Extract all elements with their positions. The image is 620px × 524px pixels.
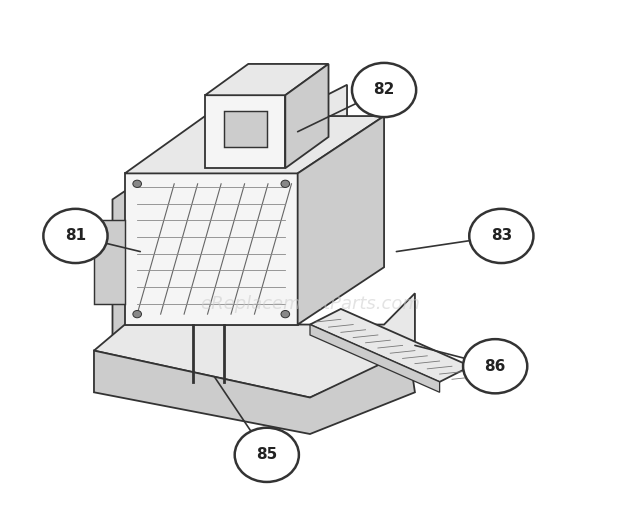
Circle shape xyxy=(43,209,107,263)
Text: 85: 85 xyxy=(256,447,277,462)
Circle shape xyxy=(133,311,141,318)
Text: 82: 82 xyxy=(373,82,395,97)
Circle shape xyxy=(235,428,299,482)
Polygon shape xyxy=(224,111,267,147)
Polygon shape xyxy=(205,64,329,95)
Circle shape xyxy=(352,63,416,117)
Text: 83: 83 xyxy=(490,228,512,244)
Polygon shape xyxy=(125,173,298,324)
Text: 86: 86 xyxy=(484,359,506,374)
Polygon shape xyxy=(125,116,384,173)
Polygon shape xyxy=(112,158,174,361)
Circle shape xyxy=(281,180,290,188)
Polygon shape xyxy=(310,324,440,392)
Text: eReplacementParts.com: eReplacementParts.com xyxy=(200,294,420,313)
Circle shape xyxy=(463,339,527,394)
Polygon shape xyxy=(94,293,415,398)
Polygon shape xyxy=(205,95,285,168)
Circle shape xyxy=(469,209,533,263)
Polygon shape xyxy=(94,220,125,304)
Polygon shape xyxy=(285,64,329,168)
Text: 81: 81 xyxy=(65,228,86,244)
Polygon shape xyxy=(285,85,347,314)
Polygon shape xyxy=(310,309,471,382)
Polygon shape xyxy=(94,351,415,434)
Circle shape xyxy=(281,311,290,318)
Polygon shape xyxy=(112,299,409,418)
Circle shape xyxy=(133,180,141,188)
Polygon shape xyxy=(298,116,384,324)
